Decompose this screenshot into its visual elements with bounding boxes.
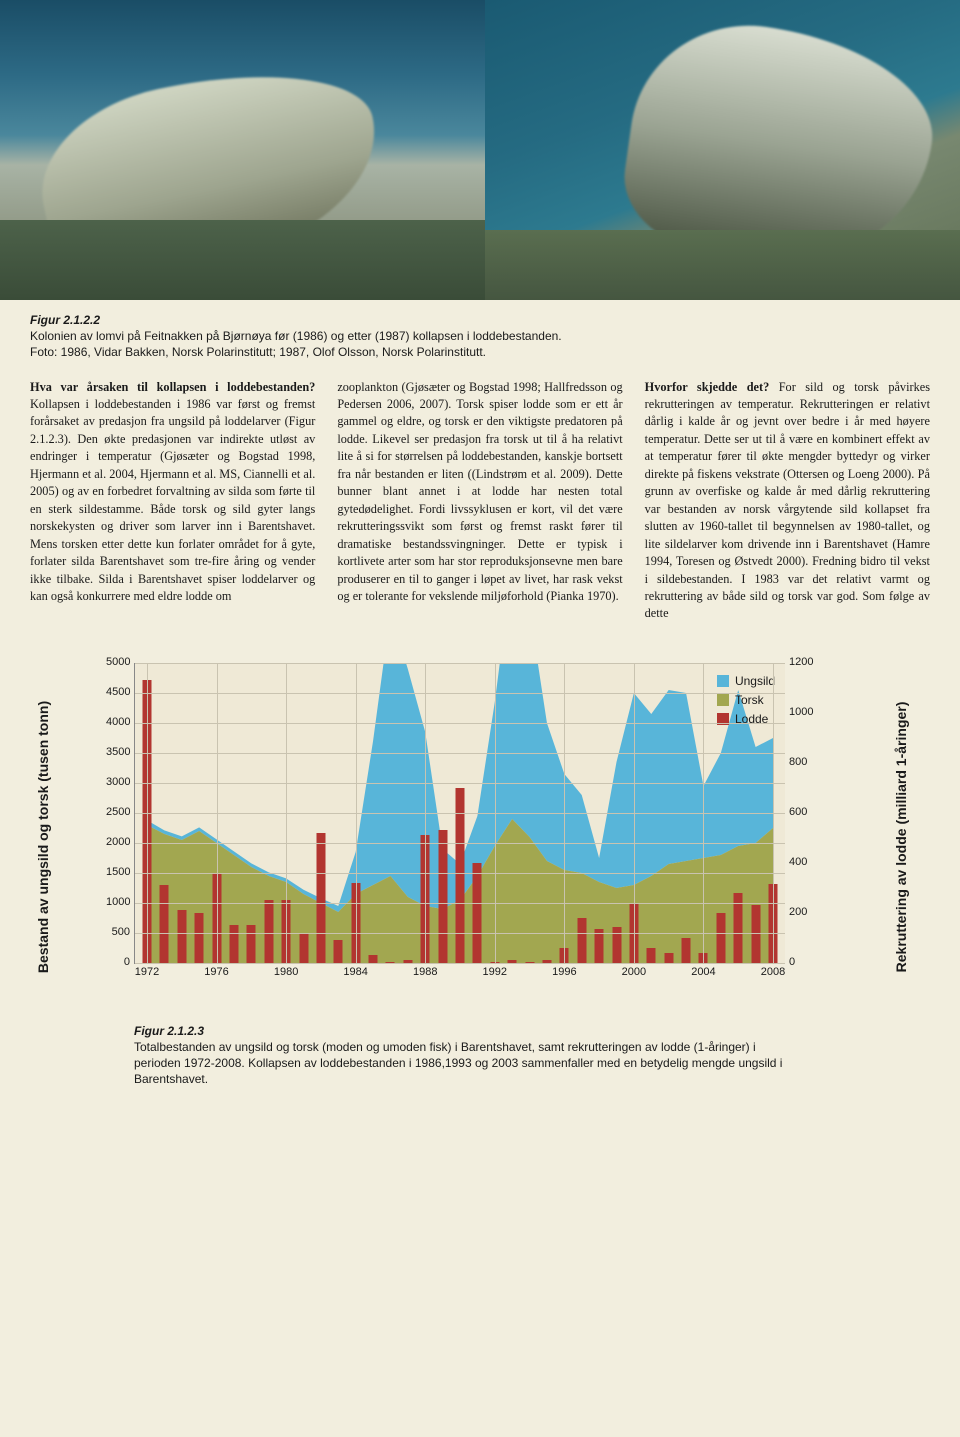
photo-row: [0, 0, 960, 300]
bar-lodde: [647, 948, 656, 963]
bar-lodde: [195, 913, 204, 963]
column-3: Hvorfor skjedde det? For sild og torsk p…: [645, 379, 930, 623]
bar-lodde: [177, 910, 186, 963]
col3-body: For sild og torsk påvirkes rekrutteringe…: [645, 380, 930, 621]
x-tick: 1984: [343, 965, 367, 981]
chart-container: Bestand av ungsild og torsk (tusen tonn)…: [0, 647, 960, 1118]
x-tick: 1992: [483, 965, 507, 981]
y-right-tick: 200: [789, 905, 823, 921]
column-2: zooplankton (Gjøsæter og Bogstad 1998; H…: [337, 379, 622, 623]
bar-lodde: [473, 863, 482, 963]
legend-item-ungsild: Ungsild: [717, 673, 775, 690]
bar-lodde: [456, 788, 465, 963]
y-right-tick: 400: [789, 855, 823, 871]
legend-label-torsk: Torsk: [735, 692, 764, 709]
figure-caption-line2: Foto: 1986, Vidar Bakken, Norsk Polarins…: [30, 345, 486, 359]
col2-body: zooplankton (Gjøsæter og Bogstad 1998; H…: [337, 380, 622, 603]
y-left-tick: 0: [106, 955, 130, 971]
figure-title: Figur 2.1.2.2: [30, 312, 930, 328]
bar-lodde: [682, 938, 691, 963]
area-torsk: [147, 819, 773, 963]
y-left-tick: 3500: [106, 745, 130, 761]
column-1: Hva var årsaken til kollapsen i loddebes…: [30, 379, 315, 623]
chart-caption-title: Figur 2.1.2.3: [134, 1024, 204, 1038]
bar-lodde: [716, 913, 725, 963]
x-tick: 1996: [552, 965, 576, 981]
y-left-tick: 4000: [106, 715, 130, 731]
bar-lodde: [369, 955, 378, 963]
y-axis-right-label: Rekruttering av lodde (milliard 1-åringe…: [892, 702, 912, 973]
x-tick: 1972: [135, 965, 159, 981]
x-tick: 2004: [691, 965, 715, 981]
y-right-tick: 1200: [789, 655, 823, 671]
legend-item-torsk: Torsk: [717, 692, 775, 709]
chart-frame: Bestand av ungsild og torsk (tusen tonn)…: [80, 657, 860, 1017]
y-left-tick: 3000: [106, 775, 130, 791]
col1-heading: Hva var årsaken til kollapsen i loddebes…: [30, 380, 315, 394]
photo-1987: [485, 0, 960, 300]
legend-label-lodde: Lodde: [735, 711, 768, 728]
x-tick: 2008: [761, 965, 785, 981]
chart-caption-body: Totalbestanden av ungsild og torsk (mode…: [134, 1040, 782, 1086]
y-left-tick: 1000: [106, 895, 130, 911]
y-left-tick: 2000: [106, 835, 130, 851]
y-left-tick: 500: [106, 925, 130, 941]
bar-lodde: [664, 953, 673, 963]
y-right-tick: 1000: [789, 705, 823, 721]
figure-caption-2123: Figur 2.1.2.3 Totalbestanden av ungsild …: [134, 1023, 784, 1088]
x-tick: 1988: [413, 965, 437, 981]
page-root: Figur 2.1.2.2 Kolonien av lomvi på Feitn…: [0, 0, 960, 1118]
bar-lodde: [577, 918, 586, 963]
bar-lodde: [160, 885, 169, 963]
y-right-tick: 800: [789, 755, 823, 771]
y-left-tick: 2500: [106, 805, 130, 821]
body-columns: Hva var årsaken til kollapsen i loddebes…: [0, 379, 960, 647]
y-left-tick: 5000: [106, 655, 130, 671]
area-ungsild: [147, 663, 773, 912]
col3-heading: Hvorfor skjedde det?: [645, 380, 770, 394]
y-axis-left-label: Bestand av ungsild og torsk (tusen tonn): [34, 701, 54, 973]
bar-lodde: [299, 933, 308, 963]
chart-legend: Ungsild Torsk Lodde: [717, 671, 775, 730]
y-left-tick: 4500: [106, 685, 130, 701]
figure-caption-2122: Figur 2.1.2.2 Kolonien av lomvi på Feitn…: [0, 300, 960, 379]
y-right-tick: 600: [789, 805, 823, 821]
legend-label-ungsild: Ungsild: [735, 673, 775, 690]
bar-lodde: [229, 925, 238, 963]
plot-area: Ungsild Torsk Lodde 02004006008001000120…: [134, 663, 785, 964]
y-left-tick: 1500: [106, 865, 130, 881]
legend-item-lodde: Lodde: [717, 711, 775, 728]
bar-lodde: [595, 929, 604, 963]
bar-lodde: [264, 900, 273, 963]
photo-1986: [0, 0, 485, 300]
x-tick: 1976: [204, 965, 228, 981]
bar-lodde: [247, 925, 256, 963]
x-tick: 1980: [274, 965, 298, 981]
figure-caption-line1: Kolonien av lomvi på Feitnakken på Bjørn…: [30, 329, 562, 343]
col1-body: Kollapsen i loddebestanden i 1986 var fø…: [30, 397, 315, 603]
x-tick: 2000: [622, 965, 646, 981]
bar-lodde: [751, 905, 760, 963]
bar-lodde: [438, 830, 447, 963]
bar-lodde: [316, 833, 325, 963]
y-right-tick: 0: [789, 955, 823, 971]
bar-lodde: [334, 940, 343, 963]
